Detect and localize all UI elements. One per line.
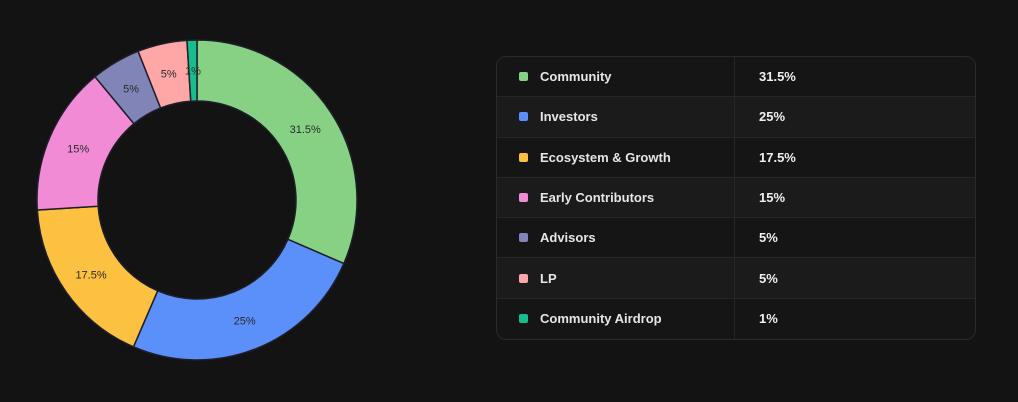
donut-slice-investors [132, 238, 345, 361]
donut-slice-community-airdrop [186, 39, 198, 102]
donut-svg: 31.5% 25% 17.5% 15% 5% 5% 1% [36, 39, 358, 361]
legend-name: Community Airdrop [540, 311, 662, 327]
legend-row-advisors: Advisors 5% [497, 218, 975, 259]
legend-swatch [519, 112, 528, 122]
legend-value: 5% [759, 230, 778, 246]
slice-label-investors: 25% [234, 315, 256, 327]
legend-name: Community [540, 69, 612, 85]
legend-swatch [519, 152, 528, 162]
legend-name: Investors [540, 109, 598, 125]
legend-value: 15% [759, 190, 786, 206]
slice-label-advisors: 5% [123, 84, 139, 96]
legend-name-cell: Advisors [497, 218, 735, 258]
legend-row-lp: LP 5% [497, 258, 975, 299]
slice-label-lp: 5% [161, 69, 177, 81]
legend-value: 1% [759, 311, 778, 327]
donut-slice-community [196, 39, 358, 265]
legend-row-investors: Investors 25% [497, 97, 975, 138]
slice-label-community-airdrop: 1% [185, 66, 201, 78]
slice-label-early-contributors: 15% [67, 144, 89, 156]
legend-swatch [519, 314, 528, 324]
legend-name: Ecosystem & Growth [540, 149, 671, 165]
legend-table: Community 31.5% Investors 25% Ecosystem & Gr… [496, 56, 976, 341]
slice-label-ecosystem-growth: 17.5% [75, 269, 106, 281]
legend-row-early-contributors: Early Contributors 15% [497, 177, 975, 219]
legend-name-cell: Investors [497, 97, 735, 137]
legend-value: 5% [759, 270, 778, 286]
legend-value: 25% [759, 109, 786, 125]
legend-value: 17.5% [759, 149, 796, 165]
legend-swatch [519, 72, 528, 82]
legend-name-cell: LP [497, 258, 735, 298]
legend-swatch [519, 273, 528, 283]
legend-name: LP [540, 270, 557, 286]
legend-swatch [519, 193, 528, 203]
slice-label-community: 31.5% [290, 124, 321, 136]
legend-value: 31.5% [759, 69, 796, 85]
legend-row-community: Community 31.5% [497, 57, 975, 98]
donut-chart: 31.5% 25% 17.5% 15% 5% 5% 1% [0, 0, 400, 402]
legend-row-ecosystem-growth: Ecosystem & Growth 17.5% [497, 137, 975, 178]
legend-row-community-airdrop: Community Airdrop 1% [497, 298, 975, 340]
legend-swatch [519, 233, 528, 243]
legend-name-cell: Community [497, 57, 735, 97]
legend-name-cell: Early Contributors [497, 177, 735, 218]
legend-name: Advisors [540, 230, 596, 246]
legend-name-cell: Ecosystem & Growth [497, 137, 735, 177]
legend-name-cell: Community Airdrop [497, 298, 735, 340]
legend-name: Early Contributors [540, 190, 655, 206]
